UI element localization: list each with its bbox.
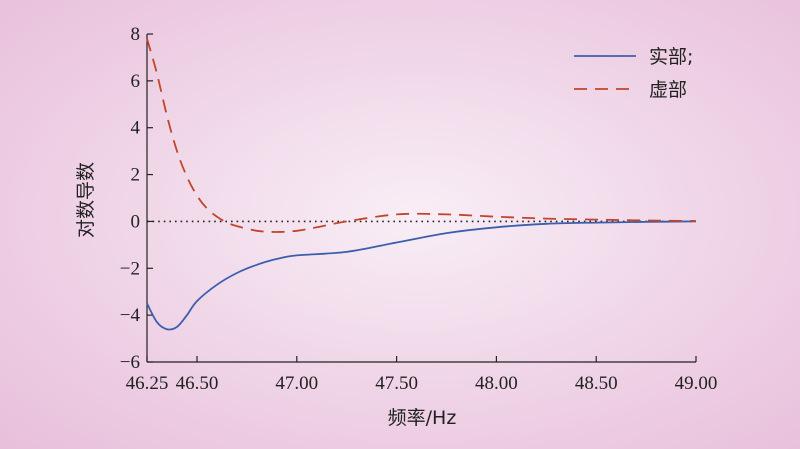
y-axis-label: 对数导数 bbox=[75, 162, 97, 238]
x-tick-label: 48.00 bbox=[475, 373, 518, 394]
y-tick-label: −6 bbox=[120, 352, 140, 373]
y-tick-label: 0 bbox=[131, 211, 141, 232]
y-tick-label: −4 bbox=[120, 305, 141, 326]
legend: 实部; 虚部 bbox=[574, 46, 693, 101]
x-tick-label: 47.00 bbox=[275, 373, 318, 394]
x-tick-label: 46.50 bbox=[176, 373, 219, 394]
x-axis-label: 频率/Hz bbox=[388, 407, 457, 429]
axes: 8 6 4 2 0 −2 −4 −646.25 46.50 47.00 47.50 48.00 48.5… bbox=[120, 24, 718, 394]
y-tick-label: −2 bbox=[120, 258, 140, 279]
real-part-series-line bbox=[146, 220, 697, 331]
y-tick-label: 2 bbox=[131, 165, 141, 186]
x-tick-label: 48.50 bbox=[575, 373, 618, 394]
x-tick-label: 47.50 bbox=[375, 373, 418, 394]
y-tick-label: 8 bbox=[131, 24, 141, 45]
y-tick-label: 4 bbox=[131, 118, 141, 139]
legend-label-imaginary: 虚部 bbox=[649, 79, 687, 101]
y-tick-label: 6 bbox=[131, 71, 141, 92]
legend-label-real: 实部; bbox=[649, 46, 693, 68]
plot-area bbox=[146, 38, 697, 331]
imaginary-part-series-line bbox=[146, 38, 697, 233]
x-tick-label: 49.00 bbox=[675, 373, 718, 394]
x-tick-label: 46.25 bbox=[126, 373, 169, 394]
